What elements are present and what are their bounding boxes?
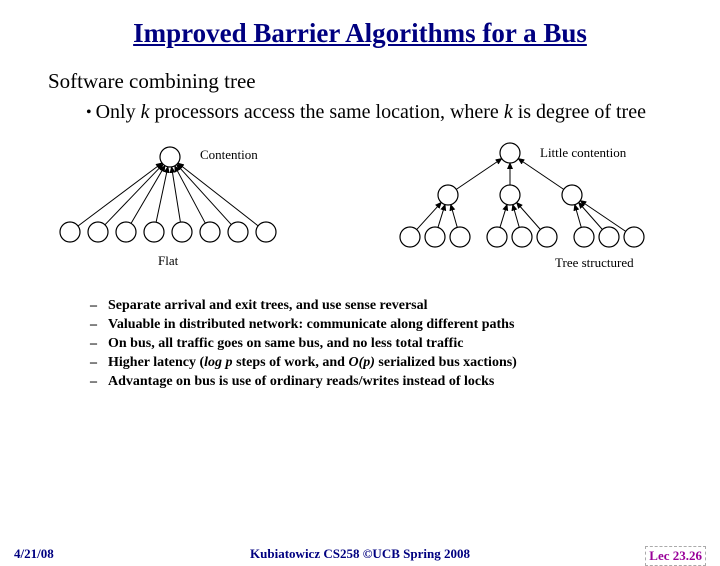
sub-post: is degree of tree [513,101,646,123]
list-item: –Advantage on bus is use of ordinary rea… [90,373,700,392]
label-flat: Flat [158,253,179,268]
sub-k2: k [504,101,513,123]
main-point: Software combining tree [48,69,720,94]
label-tree: Tree structured [555,255,634,270]
list-item: –Valuable in distributed network: commun… [90,316,700,335]
dash-list: –Separate arrival and exit trees, and us… [90,297,700,391]
list-item: –Separate arrival and exit trees, and us… [90,297,700,316]
sub-pre: Only [96,101,141,123]
sub-point: •Only k processors access the same locat… [86,100,680,125]
label-little-contention: Little contention [540,145,627,160]
slide-title: Improved Barrier Algorithms for a Bus [0,18,720,49]
tree-diagram: Contention Little contention Flat Tree s… [40,137,680,287]
footer-lecture: Lec 23.26 [645,546,706,566]
list-item: –On bus, all traffic goes on same bus, a… [90,335,700,354]
sub-k1: k [141,101,150,123]
bullet-icon: • [86,104,92,121]
list-item: –Higher latency (log p steps of work, an… [90,354,700,373]
footer-course: Kubiatowicz CS258 ©UCB Spring 2008 [0,546,720,562]
sub-mid: processors access the same location, whe… [150,101,504,123]
label-contention: Contention [200,147,258,162]
